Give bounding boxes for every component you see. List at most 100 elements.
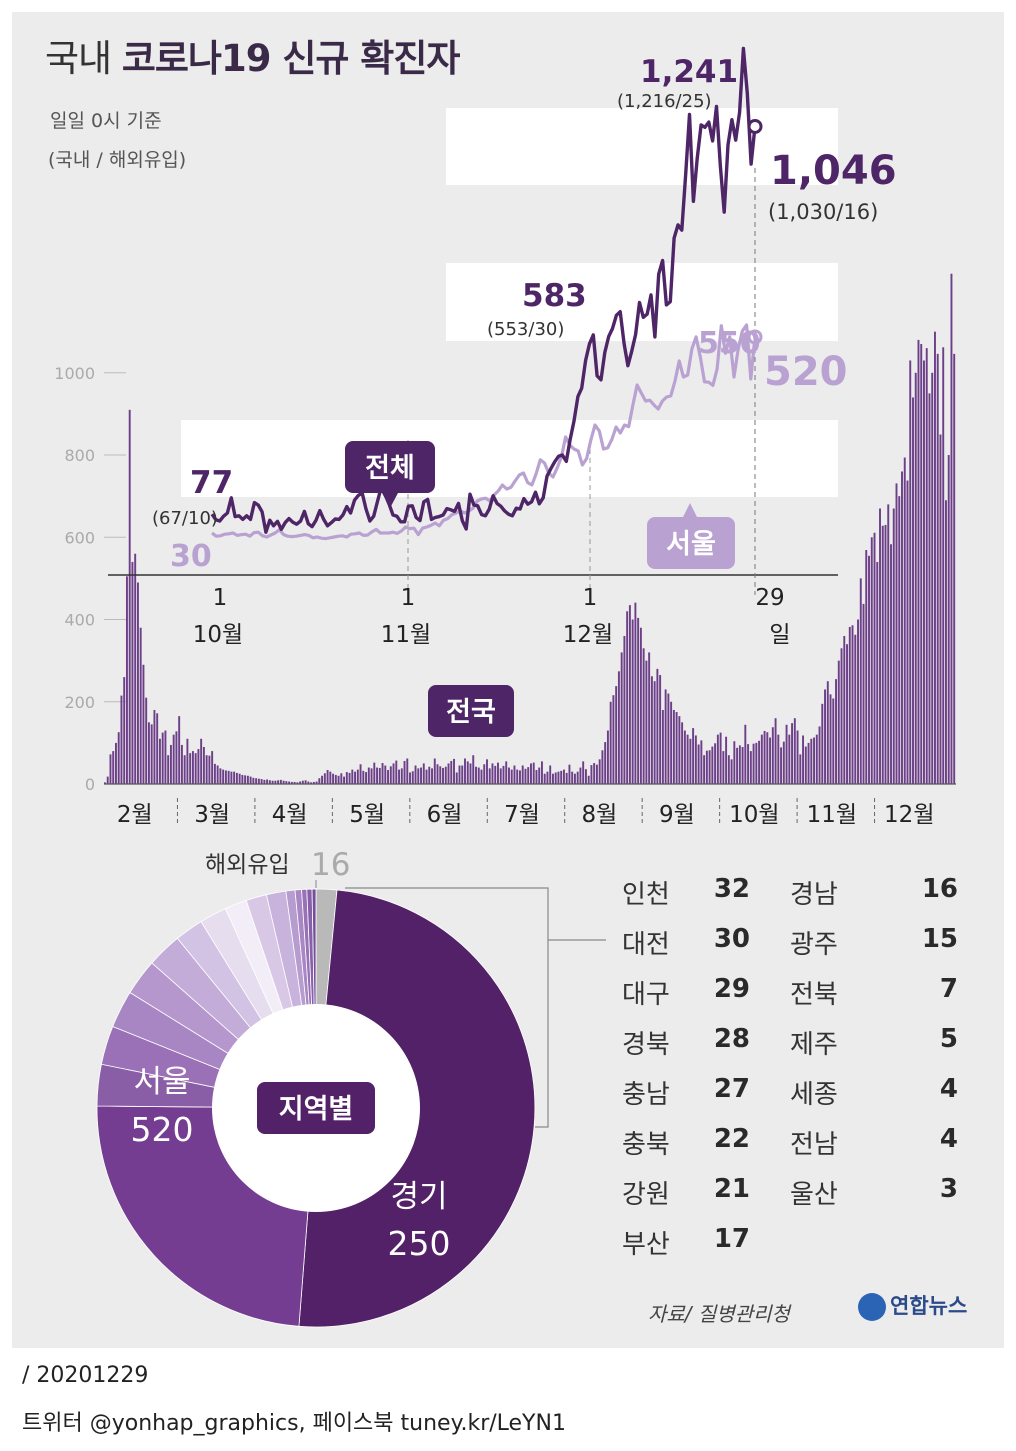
daily-bar [480,769,483,784]
legend-item: 울산 3 [790,1174,958,1211]
daily-bar [461,765,464,784]
daily-bar [425,769,428,784]
x-month-label: 7월 [504,802,540,828]
daily-bar [307,781,310,784]
daily-bar [881,525,884,784]
daily-bar [936,353,939,784]
daily-bar [747,744,750,784]
seoul-badge-label: 서울 [666,529,716,560]
region-badge [257,1082,375,1134]
y-tick-label: 1000 [54,364,95,383]
y-tick-label: 400 [64,611,95,630]
daily-bar [656,668,659,784]
legend-item: 세종 4 [790,1074,958,1111]
daily-bar [824,689,826,784]
daily-bar [241,774,244,784]
daily-bar [609,701,612,784]
daily-bar [912,397,914,784]
daily-bar [810,738,813,784]
daily-bar [565,772,568,784]
inset-day-label: 29 [755,585,784,611]
daily-bar [109,754,112,784]
daily-bar [230,771,233,784]
region-badge-label: 지역별 [279,1094,354,1125]
legend-region-name: 울산 [790,1180,838,1210]
daily-bar [431,768,433,784]
daily-bar [725,736,728,784]
legend-item: 부산 17 [622,1224,750,1261]
daily-bar [128,409,131,784]
daily-bar [659,675,662,784]
total-badge-label: 전체 [365,453,415,484]
bar-series [104,273,956,784]
daily-bar [202,746,205,784]
daily-bar [703,755,706,784]
daily-bar [409,772,411,784]
daily-bar [634,602,637,784]
daily-bar [477,767,480,784]
logo-mark-icon [858,1293,886,1321]
daily-bar [755,742,758,784]
daily-bar [945,500,947,784]
daily-bar [700,740,703,784]
daily-bar [420,767,422,784]
daily-bar [323,773,326,784]
seoul-end-value: 520 [764,349,848,395]
daily-bar [351,769,354,784]
y-tick-label: 200 [64,693,95,712]
inset-month-label: 일 [769,622,790,648]
daily-bar [763,730,766,784]
daily-bar [848,626,851,784]
daily-bar [835,679,837,784]
daily-bar [389,766,392,784]
daily-bar [782,741,785,784]
daily-bar [436,764,439,784]
daily-bar [909,360,912,784]
daily-bar [139,627,142,784]
daily-bar [125,576,128,784]
daily-bar [428,766,431,784]
daily-bar [186,738,189,784]
daily-bar [862,603,865,784]
seoul-slice-value: 520 [131,1110,194,1149]
legend-item: 제주 5 [790,1024,958,1061]
daily-bar [538,767,541,784]
daily-bar [488,768,491,784]
daily-bar [145,697,148,784]
daily-bar [290,781,293,784]
daily-bar [112,751,115,784]
daily-bar [356,769,359,784]
inset-x-axis: 1 10월 1 11월 1 12월 29 일 [193,440,791,648]
daily-bar [499,768,502,784]
daily-bar [914,372,917,784]
daily-bar [516,769,519,784]
legend-region-name: 대전 [622,930,670,960]
legend-region-name: 전남 [790,1130,838,1160]
daily-bar [744,724,747,784]
daily-bar [439,766,442,784]
daily-bar [661,709,664,784]
legend-bracket [345,887,549,1128]
daily-bar [766,732,769,784]
daily-bar [483,764,486,784]
daily-bar [686,734,689,784]
y-tick-label: 0 [85,775,95,794]
daily-bar [156,713,159,784]
total-peak-value: 583 [522,278,587,314]
daily-bar [362,770,365,784]
daily-bar [282,780,285,784]
daily-bar [444,766,447,784]
daily-bar [631,619,634,784]
legend-item: 광주 15 [790,924,958,961]
inset-month-label: 12월 [563,622,613,648]
daily-bar [953,353,956,784]
daily-bar [117,732,120,784]
legend-item: 대전 30 [622,924,750,961]
daily-bar [620,652,623,784]
daily-bar [584,769,587,784]
y-axis: 0 200 400 600 800 1000 [54,364,126,794]
daily-bar [947,455,950,784]
daily-bar [271,780,274,784]
daily-bar [475,766,477,784]
inset-day-label: 1 [401,585,416,611]
